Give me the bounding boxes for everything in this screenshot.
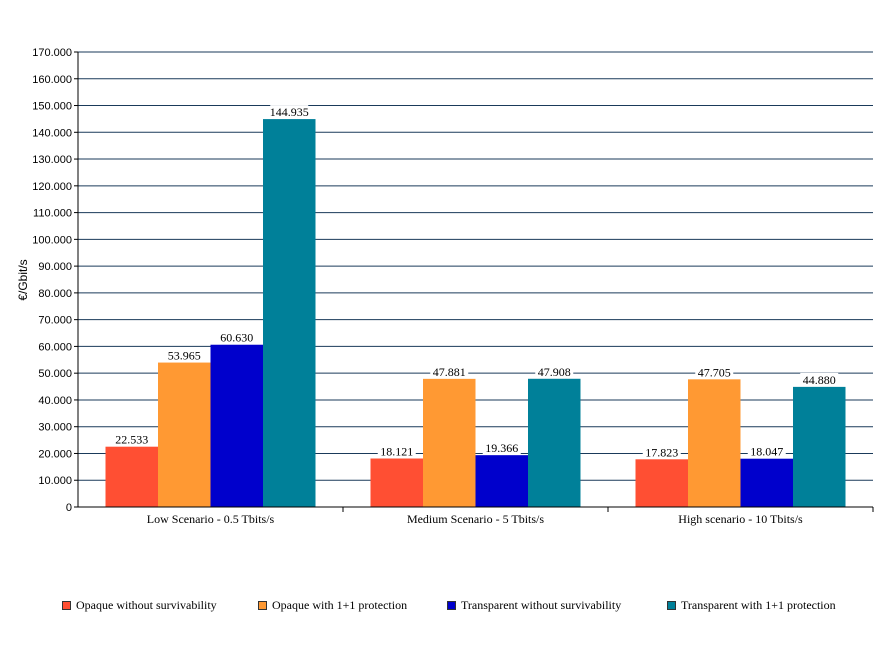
bar xyxy=(370,458,423,507)
legend-label: Transparent with 1+1 protection xyxy=(681,598,836,612)
y-tick-label: 60.000 xyxy=(38,341,72,353)
y-tick-label: 170.000 xyxy=(32,47,72,59)
legend-item: Opaque without survivability xyxy=(62,598,217,613)
y-tick-label: 160.000 xyxy=(32,74,72,86)
y-tick-label: 0 xyxy=(66,502,72,514)
category-label: Medium Scenario - 5 Tbits/s xyxy=(407,512,544,526)
data-label: 53.965 xyxy=(168,349,201,363)
data-label-bg xyxy=(217,330,256,344)
y-tick-label: 110.000 xyxy=(33,208,72,220)
legend-label: Transparent without survivability xyxy=(461,598,622,612)
legend-item: Transparent without survivability xyxy=(447,598,621,613)
y-tick-label: 150.000 xyxy=(32,101,72,113)
bar xyxy=(793,386,846,507)
data-label-bg xyxy=(747,444,786,458)
y-tick-label: 140.000 xyxy=(32,127,72,139)
data-label: 44.880 xyxy=(803,373,836,387)
bars xyxy=(105,119,846,508)
data-label: 17.823 xyxy=(645,445,678,459)
y-tick-label: 80.000 xyxy=(38,288,72,300)
data-label-bg xyxy=(270,105,309,119)
y-tick-label: 130.000 xyxy=(32,154,72,166)
bar xyxy=(423,378,476,507)
y-tick-label: 30.000 xyxy=(38,422,72,434)
category-labels: Low Scenario - 0.5 Tbits/s Medium Scenari… xyxy=(147,507,874,526)
category-label: High scenario - 10 Tbits/s xyxy=(678,512,803,526)
data-label: 18.047 xyxy=(750,445,783,459)
legend-swatch xyxy=(258,601,267,610)
bar xyxy=(475,455,528,507)
data-label-bg xyxy=(377,444,416,458)
y-tick-label: 70.000 xyxy=(38,315,72,327)
bar xyxy=(635,459,688,507)
data-label: 18.121 xyxy=(380,444,413,458)
legend-swatch xyxy=(667,601,676,610)
data-label: 19.366 xyxy=(485,441,518,455)
y-axis-label: €/Gbit/s xyxy=(16,259,30,300)
data-label-bg xyxy=(535,364,574,378)
legend-swatch xyxy=(447,601,456,610)
category-label: Low Scenario - 0.5 Tbits/s xyxy=(147,512,275,526)
data-label-bg xyxy=(695,365,734,379)
y-tick-label: 120.000 xyxy=(32,181,72,193)
y-tick-label: 20.000 xyxy=(38,448,72,460)
legend-label: Opaque without survivability xyxy=(76,598,217,612)
data-labels: 22.533 53.965 60.630 144.935 18.121 47.881 19.… xyxy=(112,105,839,459)
y-tick-label: 100.000 xyxy=(32,234,72,246)
bar xyxy=(263,119,316,508)
legend-item: Opaque with 1+1 protection xyxy=(258,598,407,613)
bar xyxy=(688,379,741,507)
data-label: 47.705 xyxy=(698,365,731,379)
y-tick-label: 40.000 xyxy=(38,395,72,407)
y-axis-ticks: 0 10.000 20.000 30.000 40.000 50.000 60.000 70.… xyxy=(32,47,78,514)
legend-item: Transparent with 1+1 protection xyxy=(667,598,836,613)
legend-swatch xyxy=(62,601,71,610)
data-label: 22.533 xyxy=(115,433,148,447)
y-tick-label: 50.000 xyxy=(38,368,72,380)
bar xyxy=(210,344,263,507)
bar xyxy=(528,378,581,507)
data-label-bg xyxy=(800,372,839,386)
data-label-bg xyxy=(642,445,681,459)
bar xyxy=(740,458,793,507)
legend: Opaque without survivability Opaque with … xyxy=(0,598,884,620)
data-label: 47.881 xyxy=(433,365,466,379)
bar xyxy=(105,446,158,507)
data-label-bg xyxy=(112,432,151,446)
bar xyxy=(158,362,211,507)
data-label-bg xyxy=(165,348,204,362)
y-tick-label: 10.000 xyxy=(38,475,72,487)
data-label-bg xyxy=(430,364,469,378)
data-label: 60.630 xyxy=(220,331,253,345)
data-label: 47.908 xyxy=(538,365,571,379)
legend-label: Opaque with 1+1 protection xyxy=(272,598,408,612)
y-tick-label: 90.000 xyxy=(38,261,72,273)
data-label-bg xyxy=(482,441,521,455)
data-label: 144.935 xyxy=(270,105,309,119)
